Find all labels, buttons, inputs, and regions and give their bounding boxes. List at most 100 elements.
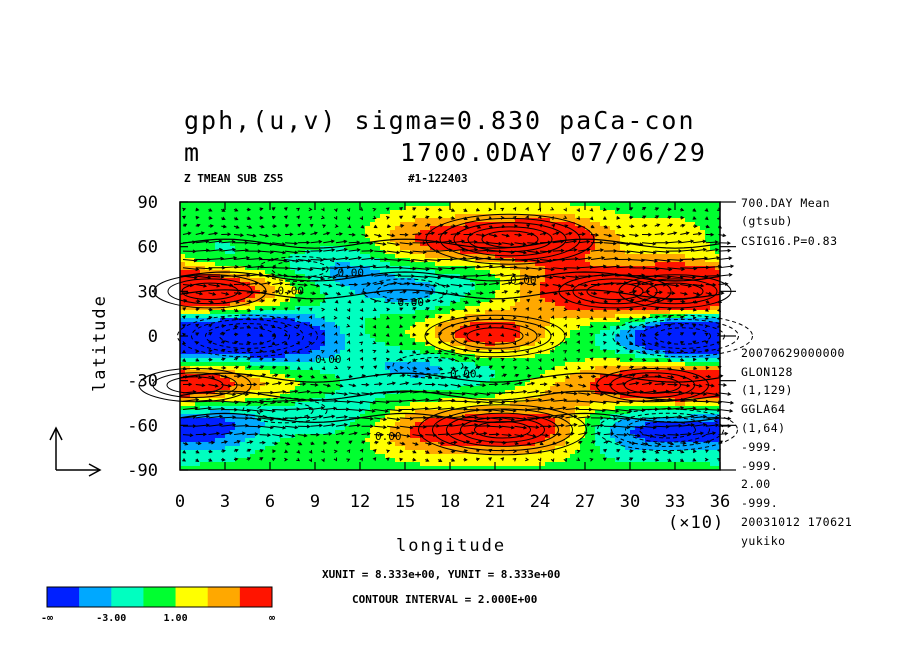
heatmap-cell bbox=[590, 314, 596, 319]
heatmap-cell bbox=[680, 262, 686, 267]
heatmap-cell bbox=[450, 202, 456, 207]
heatmap-cell bbox=[225, 298, 231, 303]
heatmap-cell bbox=[305, 238, 311, 243]
heatmap-cell bbox=[625, 214, 631, 219]
heatmap-cell bbox=[625, 234, 631, 239]
heatmap-cell bbox=[355, 262, 361, 267]
heatmap-cell bbox=[630, 306, 636, 311]
heatmap-cell bbox=[555, 306, 561, 311]
heatmap-cell bbox=[255, 342, 261, 347]
heatmap-cell bbox=[405, 362, 411, 367]
heatmap-cell bbox=[375, 206, 381, 211]
heatmap-cell bbox=[425, 318, 431, 323]
heatmap-cell bbox=[455, 298, 461, 303]
heatmap-cell bbox=[670, 210, 676, 215]
heatmap-cell bbox=[455, 378, 461, 383]
heatmap-cell bbox=[280, 362, 286, 367]
heatmap-cell bbox=[695, 366, 701, 371]
heatmap-cell bbox=[205, 294, 211, 299]
heatmap-cell bbox=[275, 214, 281, 219]
heatmap-cell bbox=[390, 302, 396, 307]
heatmap-cell bbox=[235, 206, 241, 211]
heatmap-cell bbox=[270, 370, 276, 375]
heatmap-cell bbox=[355, 278, 361, 283]
heatmap-cell bbox=[645, 326, 651, 331]
heatmap-cell bbox=[400, 338, 406, 343]
heatmap-cell bbox=[215, 302, 221, 307]
heatmap-cell bbox=[215, 354, 221, 359]
heatmap-cell bbox=[670, 254, 676, 259]
heatmap-cell bbox=[515, 206, 521, 211]
heatmap-cell bbox=[555, 358, 561, 363]
heatmap-cell bbox=[450, 254, 456, 259]
heatmap-cell bbox=[225, 254, 231, 259]
heatmap-cell bbox=[485, 214, 491, 219]
heatmap-cell bbox=[625, 294, 631, 299]
heatmap-cell bbox=[390, 318, 396, 323]
heatmap-cell bbox=[280, 310, 286, 315]
heatmap-cell bbox=[595, 362, 601, 367]
heatmap-cell bbox=[390, 306, 396, 311]
heatmap-cell bbox=[660, 350, 666, 355]
heatmap-cell bbox=[255, 310, 261, 315]
heatmap-cell bbox=[300, 362, 306, 367]
heatmap-cell bbox=[395, 334, 401, 339]
heatmap-cell bbox=[465, 366, 471, 371]
heatmap-cell bbox=[505, 222, 511, 227]
heatmap-cell bbox=[325, 354, 331, 359]
heatmap-cell bbox=[560, 262, 566, 267]
heatmap-cell bbox=[675, 298, 681, 303]
heatmap-cell bbox=[330, 330, 336, 335]
heatmap-cell bbox=[570, 370, 576, 375]
heatmap-cell bbox=[365, 314, 371, 319]
heatmap-cell bbox=[415, 326, 421, 331]
heatmap-cell bbox=[450, 378, 456, 383]
heatmap-cell bbox=[365, 278, 371, 283]
heatmap-cell bbox=[585, 202, 591, 207]
heatmap-cell bbox=[535, 298, 541, 303]
heatmap-cell bbox=[310, 354, 316, 359]
heatmap-cell bbox=[575, 346, 581, 351]
heatmap-cell bbox=[300, 350, 306, 355]
heatmap-cell bbox=[515, 330, 521, 335]
heatmap-cell bbox=[185, 254, 191, 259]
heatmap-cell bbox=[710, 266, 716, 271]
heatmap-cell bbox=[305, 370, 311, 375]
heatmap-cell bbox=[640, 330, 646, 335]
heatmap-cell bbox=[305, 230, 311, 235]
heatmap-cell bbox=[215, 346, 221, 351]
heatmap-cell bbox=[200, 242, 206, 247]
heatmap-cell bbox=[510, 302, 516, 307]
heatmap-cell bbox=[275, 302, 281, 307]
heatmap-cell bbox=[445, 314, 451, 319]
heatmap-cell bbox=[510, 290, 516, 295]
heatmap-cell bbox=[260, 262, 266, 267]
heatmap-cell bbox=[230, 206, 236, 211]
heatmap-cell bbox=[275, 278, 281, 283]
heatmap-cell bbox=[455, 338, 461, 343]
heatmap-cell bbox=[445, 238, 451, 243]
heatmap-cell bbox=[600, 378, 606, 383]
heatmap-cell bbox=[210, 202, 216, 207]
heatmap-cell bbox=[195, 330, 201, 335]
heatmap-cell bbox=[335, 206, 341, 211]
heatmap-cell bbox=[630, 246, 636, 251]
heatmap-cell bbox=[220, 342, 226, 347]
heatmap-cell bbox=[350, 306, 356, 311]
heatmap-cell bbox=[260, 310, 266, 315]
heatmap-cell bbox=[320, 210, 326, 215]
heatmap-cell bbox=[675, 302, 681, 307]
heatmap-cell bbox=[590, 318, 596, 323]
heatmap-cell bbox=[230, 234, 236, 239]
heatmap-cell bbox=[455, 290, 461, 295]
heatmap-cell bbox=[605, 314, 611, 319]
heatmap-cell bbox=[340, 366, 346, 371]
heatmap-cell bbox=[580, 310, 586, 315]
heatmap-cell bbox=[715, 310, 721, 315]
heatmap-cell bbox=[260, 354, 266, 359]
heatmap-cell bbox=[440, 326, 446, 331]
heatmap-cell bbox=[215, 250, 221, 255]
heatmap-cell bbox=[595, 370, 601, 375]
heatmap-cell bbox=[265, 314, 271, 319]
heatmap-cell bbox=[360, 322, 366, 327]
